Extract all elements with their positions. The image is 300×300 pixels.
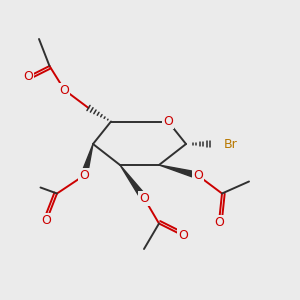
Text: O: O [214, 215, 224, 229]
Text: O: O [42, 214, 51, 227]
Text: O: O [79, 169, 89, 182]
Text: Br: Br [224, 137, 237, 151]
Polygon shape [120, 165, 147, 200]
Text: O: O [163, 115, 173, 128]
Text: O: O [24, 70, 33, 83]
Polygon shape [81, 144, 93, 176]
Text: O: O [60, 83, 69, 97]
Text: O: O [193, 169, 203, 182]
Polygon shape [159, 165, 199, 179]
Text: O: O [139, 191, 149, 205]
Text: O: O [178, 229, 188, 242]
